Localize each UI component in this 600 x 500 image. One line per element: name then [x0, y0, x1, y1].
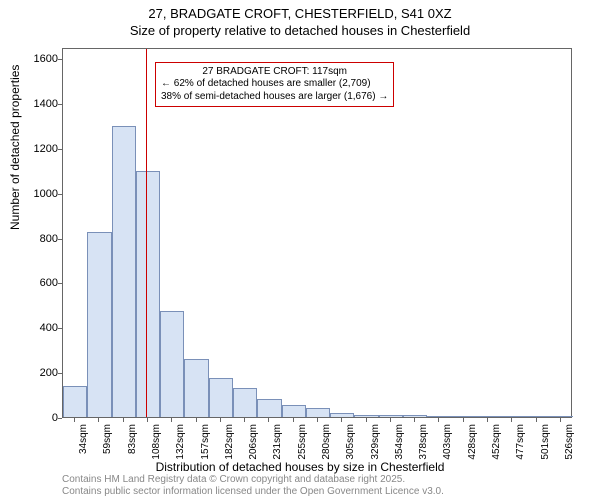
reference-marker-line	[146, 49, 147, 417]
footer-attribution: Contains HM Land Registry data © Crown c…	[62, 474, 444, 498]
histogram-bar	[306, 408, 330, 417]
histogram-bar	[427, 416, 451, 417]
y-tick-label: 200	[18, 367, 58, 379]
y-tick-label: 0	[18, 412, 58, 424]
y-tick-label: 600	[18, 277, 58, 289]
histogram-bar	[403, 415, 427, 417]
histogram-bar	[476, 416, 500, 417]
histogram-bar	[354, 415, 378, 417]
histogram-bar	[87, 232, 111, 417]
annotation-line: ← 62% of detached houses are smaller (2,…	[161, 78, 388, 91]
x-tick-label: 34sqm	[78, 424, 89, 454]
histogram-bar	[63, 386, 87, 417]
x-tick-label: 108sqm	[151, 424, 162, 460]
x-tick-label: 477sqm	[515, 424, 526, 460]
histogram-bar	[500, 416, 524, 417]
histogram-bar	[257, 399, 281, 417]
x-tick-label: 403sqm	[442, 424, 453, 460]
x-tick-label: 255sqm	[297, 424, 308, 460]
histogram-bar	[209, 378, 233, 417]
x-tick-label: 378sqm	[418, 424, 429, 460]
annotation-line: 38% of semi-detached houses are larger (…	[161, 91, 388, 104]
chart-title-line1: 27, BRADGATE CROFT, CHESTERFIELD, S41 0X…	[0, 6, 600, 21]
x-tick-label: 231sqm	[272, 424, 283, 460]
histogram-bar	[379, 415, 403, 417]
footer-line1: Contains HM Land Registry data © Crown c…	[62, 474, 444, 486]
histogram-bar	[112, 126, 136, 418]
annotation-callout: 27 BRADGATE CROFT: 117sqm← 62% of detach…	[155, 62, 394, 108]
x-tick-label: 206sqm	[248, 424, 259, 460]
x-axis-label: Distribution of detached houses by size …	[0, 460, 600, 474]
x-tick-label: 280sqm	[321, 424, 332, 460]
x-tick-label: 501sqm	[540, 424, 551, 460]
footer-line2: Contains public sector information licen…	[62, 486, 444, 498]
chart-title-line2: Size of property relative to detached ho…	[0, 23, 600, 38]
x-tick-label: 83sqm	[127, 424, 138, 454]
x-tick-label: 305sqm	[345, 424, 356, 460]
y-tick-label: 1200	[18, 143, 58, 155]
histogram-bar	[330, 413, 354, 417]
x-tick-label: 157sqm	[200, 424, 211, 460]
histogram-bar	[136, 171, 160, 417]
histogram-bar	[452, 416, 476, 417]
histogram-bar	[549, 416, 573, 417]
y-tick-label: 400	[18, 322, 58, 334]
x-tick-label: 354sqm	[394, 424, 405, 460]
histogram-bar	[233, 388, 257, 417]
chart-plot-area: 27 BRADGATE CROFT: 117sqm← 62% of detach…	[62, 48, 572, 418]
y-tick-label: 1600	[18, 53, 58, 65]
x-tick-label: 526sqm	[564, 424, 575, 460]
x-tick-label: 59sqm	[102, 424, 113, 454]
histogram-bar	[524, 416, 548, 417]
histogram-bar	[184, 359, 208, 417]
y-tick-label: 800	[18, 233, 58, 245]
histogram-bar	[160, 311, 184, 418]
x-tick-label: 452sqm	[491, 424, 502, 460]
x-tick-label: 329sqm	[370, 424, 381, 460]
annotation-line: 27 BRADGATE CROFT: 117sqm	[161, 66, 388, 79]
x-tick-label: 132sqm	[175, 424, 186, 460]
x-tick-label: 182sqm	[224, 424, 235, 460]
x-tick-label: 428sqm	[467, 424, 478, 460]
y-tick-label: 1000	[18, 188, 58, 200]
histogram-bar	[282, 405, 306, 417]
y-tick-label: 1400	[18, 98, 58, 110]
